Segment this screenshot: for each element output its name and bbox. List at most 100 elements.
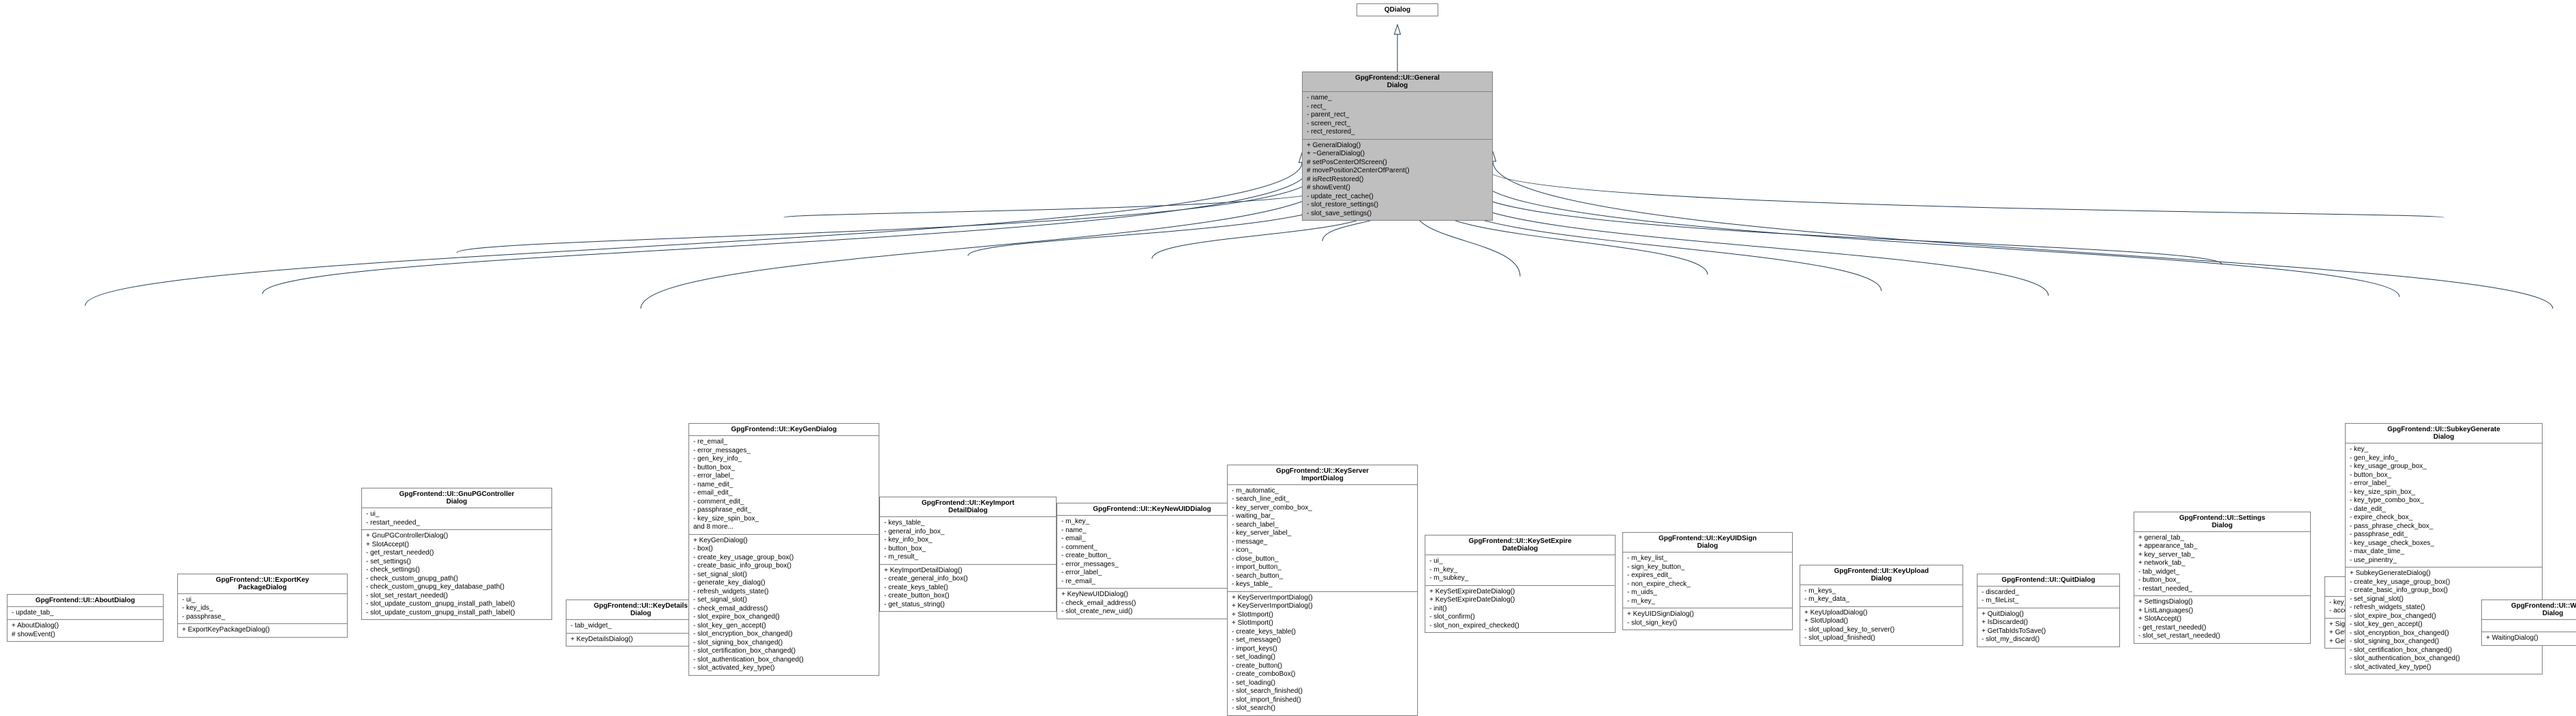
class-section: - m_automatic_- search_line_edit_- key_s… [1228,485,1417,592]
class-member: - general_info_box_ [884,528,1052,537]
class-member: - gen_key_info_ [693,455,875,464]
class-member: - init() [1429,605,1611,614]
class-member: - slot_expire_box_changed() [693,613,875,622]
class-member: - set_loading() [1232,653,1413,662]
class-member: - screen_rect_ [1307,120,1488,129]
class-member: - create_keys_table() [884,584,1052,593]
class-title: GpgFrontend::UI::KeyUploadDialog [1800,565,1963,585]
class-section [2482,620,2576,632]
class-member: - expires_edit_ [1627,572,1788,580]
class-member: - slot_create_new_uid() [1061,608,1243,617]
class-member: - m_key_list_ [1627,555,1788,563]
class-member: + KeyServerImportDialog() [1232,602,1413,611]
class-section: - ui_- restart_needed_ [362,508,551,530]
class-member: - slot_signing_box_changed() [693,639,875,648]
class-member: - m_uids_ [1627,589,1788,597]
class-member: - check_settings() [366,566,547,575]
class-member: - icon_ [1232,546,1413,555]
class-section: + GnuPGControllerDialog()+ SlotAccept()-… [362,530,551,619]
class-member: - key_server_combo_box_ [1232,504,1413,513]
class-member: + appearance_tab_ [2138,542,2306,551]
inheritance-arrowhead [1395,25,1401,34]
class-member: - create_basic_info_group_box() [693,562,875,571]
class-section: + KeyNewUIDDialog()- check_email_address… [1057,589,1247,619]
class-member: - button_box_ [2350,471,2538,480]
class-member: - slot_set_restart_needed() [2138,632,2306,641]
class-member: - create_button_ [1061,552,1243,561]
class-member: - pass_phrase_check_box_ [2350,523,2538,531]
inheritance-edge [1469,186,2222,264]
class-section: + general_tab_+ appearance_tab_+ key_ser… [2134,532,2310,597]
class-member: - keys_table_ [884,519,1052,528]
class-section: + SettingsDialog()+ ListLanguages()+ Slo… [2134,596,2310,643]
class-member: # showEvent() [1307,184,1488,193]
class-section: - m_key_list_- sign_key_button_- expires… [1623,552,1792,608]
class-member: - create_button() [1232,662,1413,671]
class-member: + KeyNewUIDDialog() [1061,591,1243,600]
class-section: - key_- gen_key_info_- key_usage_group_b… [2346,443,2542,567]
class-member: + ~GeneralDialog() [1307,150,1488,159]
class-member: - message_ [1232,538,1413,547]
class-member: - slot_certification_box_changed() [693,647,875,656]
class-section: + QuitDialog()+ IsDiscarded()+ GetTabIds… [1978,608,2119,647]
class-member: - get_restart_needed() [2138,624,2306,633]
class-member: - re_email_ [693,438,875,447]
class-member: - passphrase_edit_ [693,506,875,515]
class-member: + SlotImport() [1232,619,1413,628]
class-member: - slot_save_settings() [1307,210,1488,219]
class-title: QDialog [1357,4,1438,16]
class-section: - re_email_- error_messages_- gen_key_in… [689,436,879,535]
class-member: - m_result_ [884,553,1052,562]
class-section: - name_- rect_- parent_rect_- screen_rec… [1303,92,1492,140]
class-member: + GnuPGControllerDialog() [366,532,547,541]
class-member: - get_status_string() [884,601,1052,610]
class-member: - waiting_bar_ [1232,512,1413,521]
class-title: GpgFrontend::UI::KeySetExpireDateDialog [1425,535,1615,555]
class-section: - discarded_- m_fileList_ [1978,587,2119,608]
class-member: # setPosCenterOfScreen() [1307,159,1488,168]
class-member: - passphrase_edit_ [2350,531,2538,540]
class-member: + ListLanguages() [2138,607,2306,616]
class-member: - slot_authentication_box_changed() [2350,655,2538,664]
class-section: + KeySetExpireDateDialog()+ KeySetExpire… [1425,586,1615,633]
class-node-waiting: GpgFrontend::UI::WaitingDialog + Waiting… [2481,600,2576,646]
class-member: + KeySetExpireDateDialog() [1429,596,1611,605]
class-title: GpgFrontend::UI::KeyUIDSignDialog [1623,533,1792,552]
class-member: - m_key_ [1627,597,1788,606]
class-member: + WaitingDialog() [2486,634,2576,643]
class-member: - create_button_box() [884,592,1052,601]
class-member: - close_button_ [1232,555,1413,564]
class-node-exportkeypkg: GpgFrontend::UI::ExportKeyPackageDialog-… [177,574,348,638]
class-member: - m_subkey_ [1429,574,1611,583]
class-member: - key_usage_check_boxes_ [2350,540,2538,548]
class-member: - expire_check_box_ [2350,514,2538,523]
class-member: + key_server_tab_ [2138,551,2306,560]
class-member: - set_settings() [366,558,547,567]
class-member: - create_key_usage_group_box() [693,554,875,563]
class-title: GpgFrontend::UI::KeyImportDetailDialog [880,497,1056,517]
class-node-newuid: GpgFrontend::UI::KeyNewUIDDialog- m_key_… [1057,503,1247,619]
class-member: + SlotAccept() [2138,615,2306,624]
class-member: - email_ [1061,535,1243,544]
class-member: - slot_sign_key() [1627,619,1788,628]
class-member: + GeneralDialog() [1307,142,1488,151]
class-member: - restart_needed_ [366,519,547,528]
class-node-uidsign: GpgFrontend::UI::KeyUIDSignDialog- m_key… [1622,532,1793,630]
class-member: - slot_authentication_box_changed() [693,656,875,665]
class-member: - tab_widget_ [2138,568,2306,577]
class-member: - check_custom_gnupg_path() [366,575,547,584]
class-member: - error_messages_ [693,447,875,456]
class-member: - check_email_address() [693,605,875,614]
class-member: # movePosition2CenterOfParent() [1307,167,1488,176]
class-member: - key_info_box_ [884,536,1052,545]
class-member: - slot_set_restart_needed() [366,592,547,601]
class-section: + KeyGenDialog()- box()- create_key_usag… [689,535,879,675]
class-member: - error_messages_ [1061,561,1243,570]
class-member: + KeyGenDialog() [693,537,875,546]
class-member: - refresh_widgets_state() [693,588,875,597]
class-member: - slot_update_custom_gnupg_install_path_… [366,600,547,609]
class-member: + KeyServerImportDialog() [1232,594,1413,603]
class-member: - ui_ [182,596,343,605]
class-member: + QuitDialog() [1982,610,2115,619]
class-member: - key_ids_ [182,604,343,613]
